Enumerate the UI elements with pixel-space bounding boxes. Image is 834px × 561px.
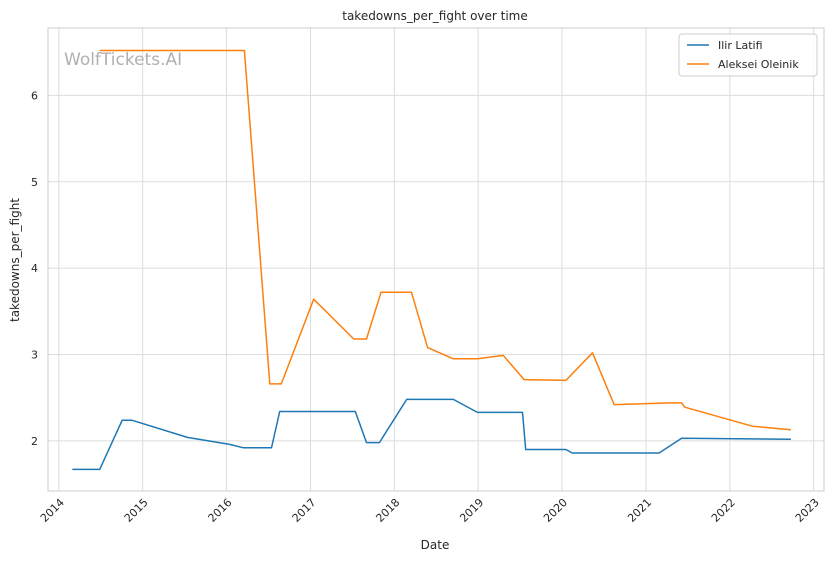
plot-area-frame	[47, 27, 825, 492]
y-tick-label-4: 4	[31, 262, 38, 275]
legend: Ilir Latifi Aleksei Oleinik	[678, 33, 818, 77]
y-axis-label: takedowns_per_fight	[8, 198, 22, 322]
y-tick-label-3: 3	[31, 349, 38, 362]
chart-title: takedowns_per_fight over time	[342, 9, 528, 23]
y-tick-label-5: 5	[31, 176, 38, 189]
legend-label-1: Aleksei Oleinik	[718, 58, 799, 71]
y-tick-label-6: 6	[31, 89, 38, 102]
watermark-text: WolfTickets.AI	[64, 50, 182, 70]
series-line-0	[72, 398, 791, 471]
legend-label-0: Ilir Latifi	[718, 39, 763, 52]
series-lines	[72, 49, 791, 471]
y-tick-label-2: 2	[31, 435, 38, 448]
x-axis-label: Date	[421, 538, 450, 552]
series-line-1	[99, 49, 791, 431]
legend-box	[678, 33, 818, 77]
gridlines	[48, 28, 824, 491]
